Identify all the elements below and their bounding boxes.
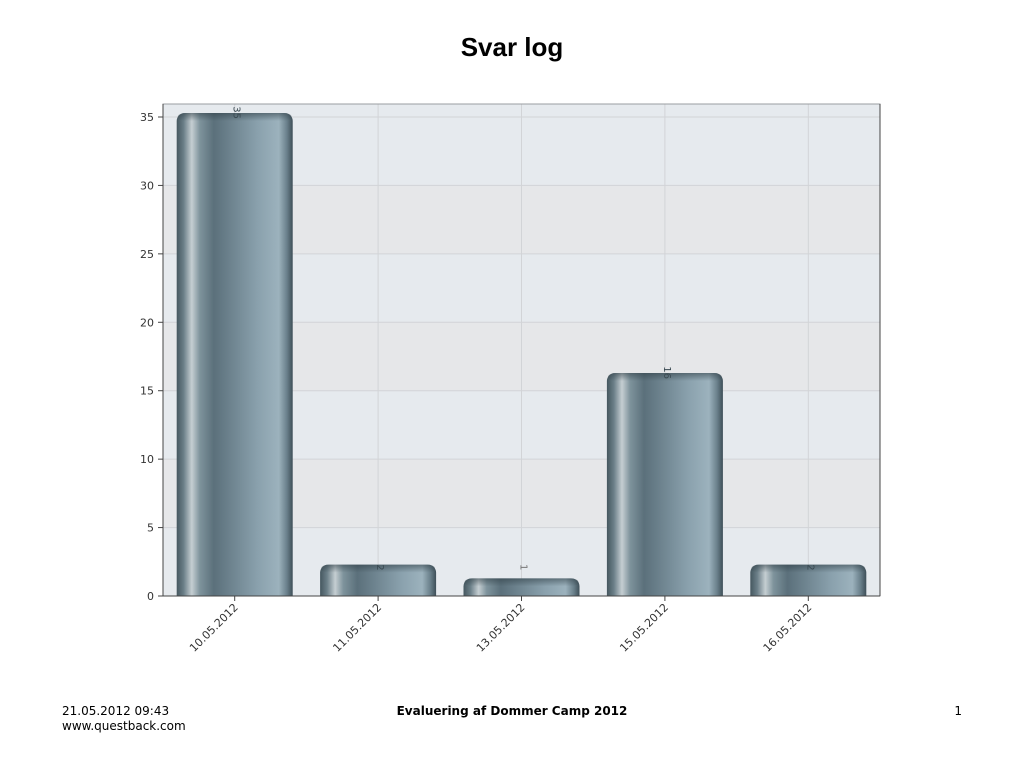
y-tick-label: 25	[140, 248, 154, 261]
footer-left: 21.05.2012 09:43 www.questback.com	[62, 704, 186, 734]
bar-top-shade	[464, 578, 579, 587]
y-tick-label: 30	[140, 179, 154, 192]
y-tick-label: 35	[140, 111, 154, 124]
y-axis-tick-labels: 0 5 10 15 20 25 30 35	[140, 111, 154, 603]
bar-body	[320, 564, 437, 604]
bar-clip	[161, 596, 882, 617]
bar	[606, 373, 723, 604]
bar	[750, 564, 867, 604]
bar-top-shade	[321, 564, 436, 573]
y-tick-label: 20	[140, 316, 154, 329]
footer-survey-title: Evaluering af Dommer Camp 2012	[396, 704, 628, 718]
footer-page-number: 1	[954, 704, 962, 718]
y-tick-label: 10	[140, 453, 154, 466]
data-label: 35	[231, 106, 242, 119]
bar-top-shade	[177, 113, 292, 121]
page-title: Svar log	[460, 32, 564, 62]
chart-bars	[161, 113, 882, 617]
y-tick-label: 0	[147, 590, 154, 603]
y-tick-label: 15	[140, 385, 154, 398]
bar	[176, 113, 293, 604]
footer-website: www.questback.com	[62, 719, 186, 733]
data-label: 1	[518, 564, 529, 570]
y-tick-label: 5	[147, 522, 154, 535]
data-labels: 35 2 1 16 2	[231, 106, 816, 570]
data-label: 16	[661, 366, 672, 379]
footer-datetime: 21.05.2012 09:43	[62, 704, 170, 718]
bar-body	[176, 113, 293, 604]
bar	[320, 564, 437, 604]
bar-top-shade	[751, 564, 866, 573]
bar-top-shade	[607, 373, 722, 382]
bar-body	[750, 564, 867, 604]
bar-body	[606, 373, 723, 604]
data-label: 2	[374, 564, 385, 570]
data-label: 2	[804, 564, 815, 570]
chart-axes	[158, 103, 881, 601]
